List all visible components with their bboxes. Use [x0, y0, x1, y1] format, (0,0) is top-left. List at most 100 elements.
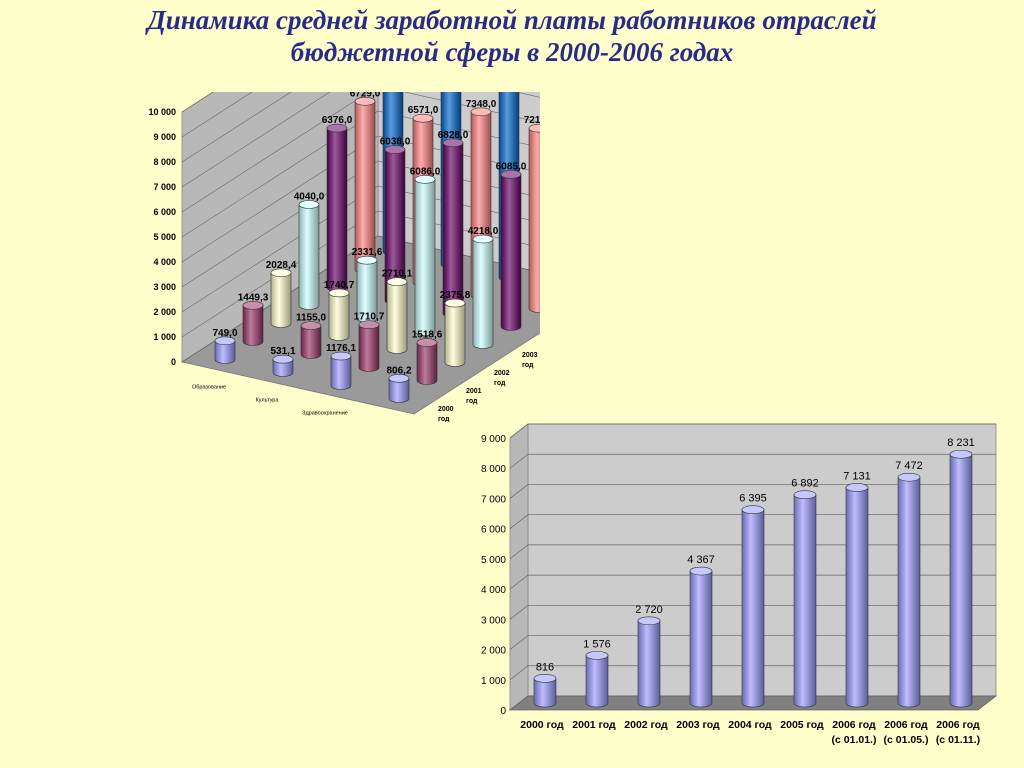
bar-cylinder — [528, 123, 540, 313]
gridline — [181, 92, 253, 138]
data-label: 6729,0 — [350, 92, 381, 99]
gridline — [509, 635, 996, 650]
bar-cylinder — [214, 336, 236, 364]
data-label: 7 472 — [895, 460, 923, 472]
bar-cylinder — [416, 338, 438, 385]
gridline — [509, 453, 996, 469]
bar-cylinder-body — [585, 655, 609, 708]
series-label: год — [466, 398, 478, 405]
bar-cylinder-top — [949, 449, 973, 459]
bar-cylinder — [949, 449, 973, 708]
gridline — [509, 514, 996, 529]
data-label: 749,0 — [212, 328, 237, 339]
category-label: 2005 год — [780, 719, 824, 731]
bar-cylinder-body — [386, 281, 408, 354]
bar-cylinder-top — [472, 234, 494, 244]
bar-cylinder-top — [585, 651, 609, 660]
y-tick-label: 6 000 — [481, 525, 506, 536]
bar-cylinder-body — [793, 494, 817, 708]
page-title-line-1: Динамика средней заработной платы работн… — [147, 5, 877, 35]
bar-cylinder-top — [689, 566, 713, 576]
category-sublabel: (с 01.01.) — [832, 734, 877, 746]
data-label: 4040,0 — [294, 192, 325, 203]
bar-cylinder-body — [472, 238, 494, 349]
y-tick-label: 10 000 — [148, 107, 176, 117]
data-label: 2 720 — [635, 604, 663, 616]
bar-cylinder — [270, 268, 292, 328]
data-label: 6085,0 — [496, 161, 527, 172]
bar-cylinder-top — [388, 374, 410, 383]
bar-cylinder-top — [793, 490, 817, 500]
data-label: 6086,0 — [410, 166, 441, 177]
bar-cylinder — [300, 321, 322, 359]
bar-cylinder-top — [533, 674, 557, 683]
category-label: 2006 год — [884, 719, 928, 731]
series-label: 2001 — [466, 388, 482, 395]
data-label: 6571,0 — [408, 105, 439, 116]
data-label: 7 131 — [843, 470, 871, 482]
data-label: 4 367 — [687, 554, 715, 566]
category-sublabel: (с 01.11.) — [936, 734, 980, 746]
gridline — [181, 92, 540, 188]
y-tick-label: 9 000 — [153, 132, 176, 142]
bar-cylinder-top — [356, 255, 378, 265]
bar-cylinder — [386, 277, 408, 354]
category-label: 2004 год — [728, 719, 772, 731]
bar-cylinder — [585, 651, 609, 708]
bar-cylinder-body — [500, 174, 522, 331]
industry-salary-3d-chart: 0 1 000 2 000 3 000 4 000 5 000 6 000 7 000 8 00… — [148, 92, 540, 422]
bar-cylinder-body — [330, 355, 352, 390]
data-label: 6376,0 — [322, 115, 353, 126]
y-tick-label: 5 000 — [153, 232, 176, 242]
bar-cylinder-body — [242, 304, 264, 346]
y-tick-label: 2 000 — [481, 646, 506, 657]
y-tick-label: 2 000 — [153, 307, 176, 317]
bar-cylinder-body — [328, 292, 350, 341]
category-label: 2006 год — [936, 719, 980, 731]
y-tick-label: 4 000 — [481, 585, 506, 596]
gridline — [509, 574, 996, 590]
gridline — [509, 665, 996, 681]
average-salary-chart: 0 1 000 2 000 3 000 4 000 5 000 6 000 7 000 8 00… — [481, 423, 998, 746]
data-label: 8 231 — [947, 437, 975, 449]
bar-cylinder-top — [270, 268, 292, 278]
data-label: 1176,1 — [326, 343, 356, 354]
bar-cylinder-top — [500, 170, 522, 179]
bar-cylinder-top — [741, 505, 765, 515]
data-label: 1740,7 — [324, 280, 355, 291]
gridline — [181, 92, 292, 163]
category-sublabel: (с 01.05.) — [884, 734, 929, 746]
data-label: 2375,8 — [440, 290, 471, 301]
category-label: 2002 год — [624, 719, 668, 731]
category-label: 2003 год — [676, 719, 720, 731]
bar-cylinder-body — [741, 509, 765, 708]
series-label: 2002 — [494, 370, 510, 377]
data-label: 1518,6 — [412, 330, 443, 341]
bar-cylinder — [845, 483, 869, 708]
bar-cylinder-top — [897, 472, 921, 482]
bar-cylinder-body — [845, 487, 869, 708]
data-label: 2028,4 — [266, 260, 297, 271]
bar-cylinder — [414, 175, 436, 336]
bar-cylinder-body — [270, 272, 292, 328]
data-label: 2710,1 — [382, 269, 413, 280]
bar-cylinder — [272, 354, 294, 377]
bar-cylinder — [637, 616, 661, 708]
data-label: 1449,3 — [238, 292, 269, 303]
y-tick-label: 6 000 — [153, 207, 176, 217]
bar-cylinder-top — [412, 113, 434, 123]
page-title-line-2: бюджетной сферы в 2000-2006 годах — [290, 37, 734, 67]
y-tick-label: 9 000 — [481, 434, 506, 445]
data-label: 6038,0 — [380, 137, 411, 148]
bar-cylinder — [689, 566, 713, 708]
bar-cylinder-body — [414, 179, 436, 336]
gridline — [509, 484, 996, 499]
bar-cylinder-top — [442, 138, 464, 148]
bar-cylinder-top — [330, 351, 352, 361]
bar-cylinder — [442, 138, 464, 318]
bar-cylinder-body — [358, 324, 380, 372]
data-label: 6 892 — [791, 478, 819, 490]
bar-cylinder — [793, 490, 817, 708]
bar-cylinder-top — [358, 320, 380, 330]
bar-cylinder-top — [386, 277, 408, 287]
